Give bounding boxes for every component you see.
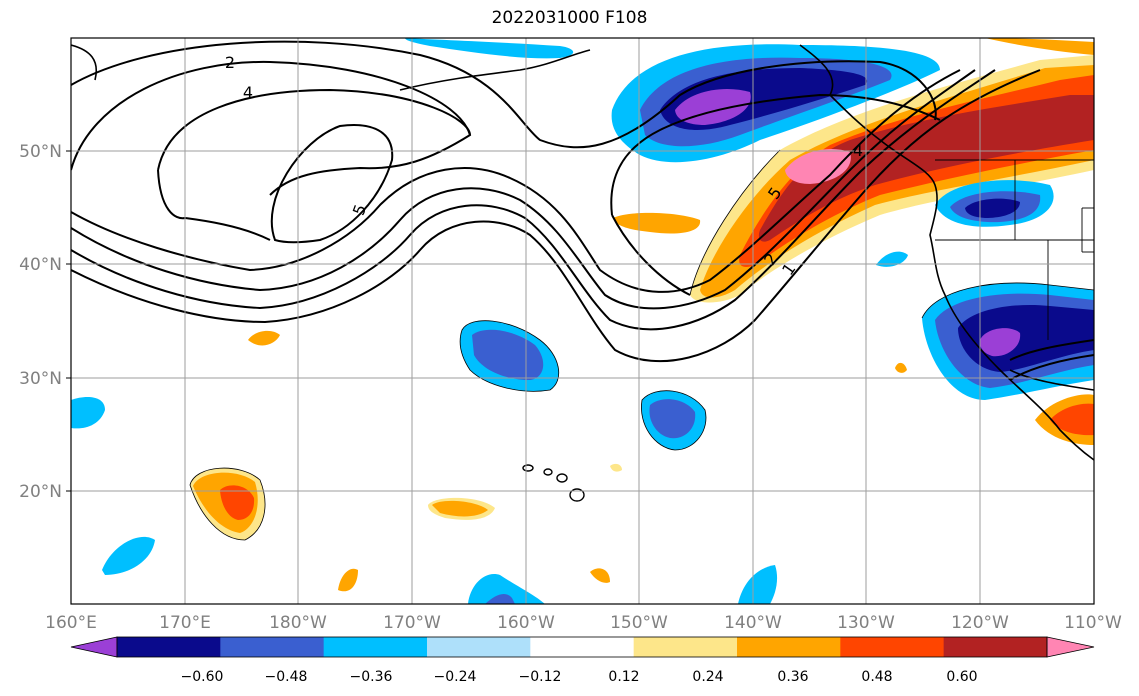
colorbar-tick-label: 0.48 [861, 669, 892, 685]
colorbar-swatch [633, 637, 738, 657]
colorbar-swatch [323, 637, 428, 657]
lat-ticks [66, 150, 71, 492]
lon-label: 150°W [610, 613, 668, 633]
colorbar-tick-label: 0.24 [692, 669, 723, 685]
lat-label: 50°N [19, 142, 62, 162]
state-borders [935, 159, 1094, 340]
lon-label: 120°W [951, 613, 1009, 633]
anomaly-shading [71, 38, 1094, 604]
lon-label: 160°W [497, 613, 555, 633]
colorbar-swatch [840, 637, 945, 657]
colorbar-swatch [220, 637, 325, 657]
lon-label: 140°W [724, 613, 782, 633]
lon-label: 170°W [383, 613, 441, 633]
lon-label: 170°E [159, 613, 211, 633]
colorbar-tick-label: −0.60 [181, 669, 224, 685]
coastlines [71, 44, 1094, 461]
hawaii-islands [522, 464, 585, 502]
colorbar-tick-label: 0.12 [608, 669, 639, 685]
colorbar-tick-label: 0.36 [777, 669, 808, 685]
colorbar-swatch [943, 637, 1048, 657]
plot-frame [70, 37, 1095, 605]
colorbar-swatch [530, 637, 635, 657]
shading-outlines [189, 149, 1094, 541]
lon-label: 180°W [269, 613, 327, 633]
lat-label: 20°N [19, 482, 62, 502]
colorbar-arrow-left [70, 636, 118, 658]
lon-labels: 160°E 170°E 180°W 170°W 160°W 150°W 140°… [45, 613, 1122, 633]
lat-labels: 50°N 40°N 30°N 20°N [19, 142, 62, 502]
lon-label: 130°W [837, 613, 895, 633]
colorbar-swatch [117, 637, 221, 657]
colorbar-arrow-right [1046, 636, 1095, 658]
map-title: 2022031000 F108 [491, 8, 648, 28]
contour-label: 4 [853, 141, 863, 160]
lat-label: 30°N [19, 369, 62, 389]
colorbar-tick-label: −0.36 [350, 669, 393, 685]
colorbar-swatch [737, 637, 841, 657]
colorbar-tick-label: 0.60 [946, 669, 977, 685]
lat-label: 40°N [19, 255, 62, 275]
height-contours [71, 40, 1094, 381]
contour-label: 2 [225, 53, 235, 72]
colorbar-labels: −0.60 −0.48 −0.36 −0.24 −0.12 0.12 0.24 … [181, 669, 978, 685]
colorbar [70, 636, 1095, 658]
colorbar-frame [116, 636, 1048, 658]
contour-label: 4 [243, 83, 253, 102]
gridlines [71, 38, 1094, 604]
colorbar-swatch [427, 637, 531, 657]
colorbar-tick-label: −0.12 [519, 669, 562, 685]
lon-label: 110°W [1064, 613, 1122, 633]
colorbar-tick-label: −0.48 [265, 669, 308, 685]
lon-label: 160°E [45, 613, 97, 633]
colorbar-tick-label: −0.24 [434, 669, 477, 685]
